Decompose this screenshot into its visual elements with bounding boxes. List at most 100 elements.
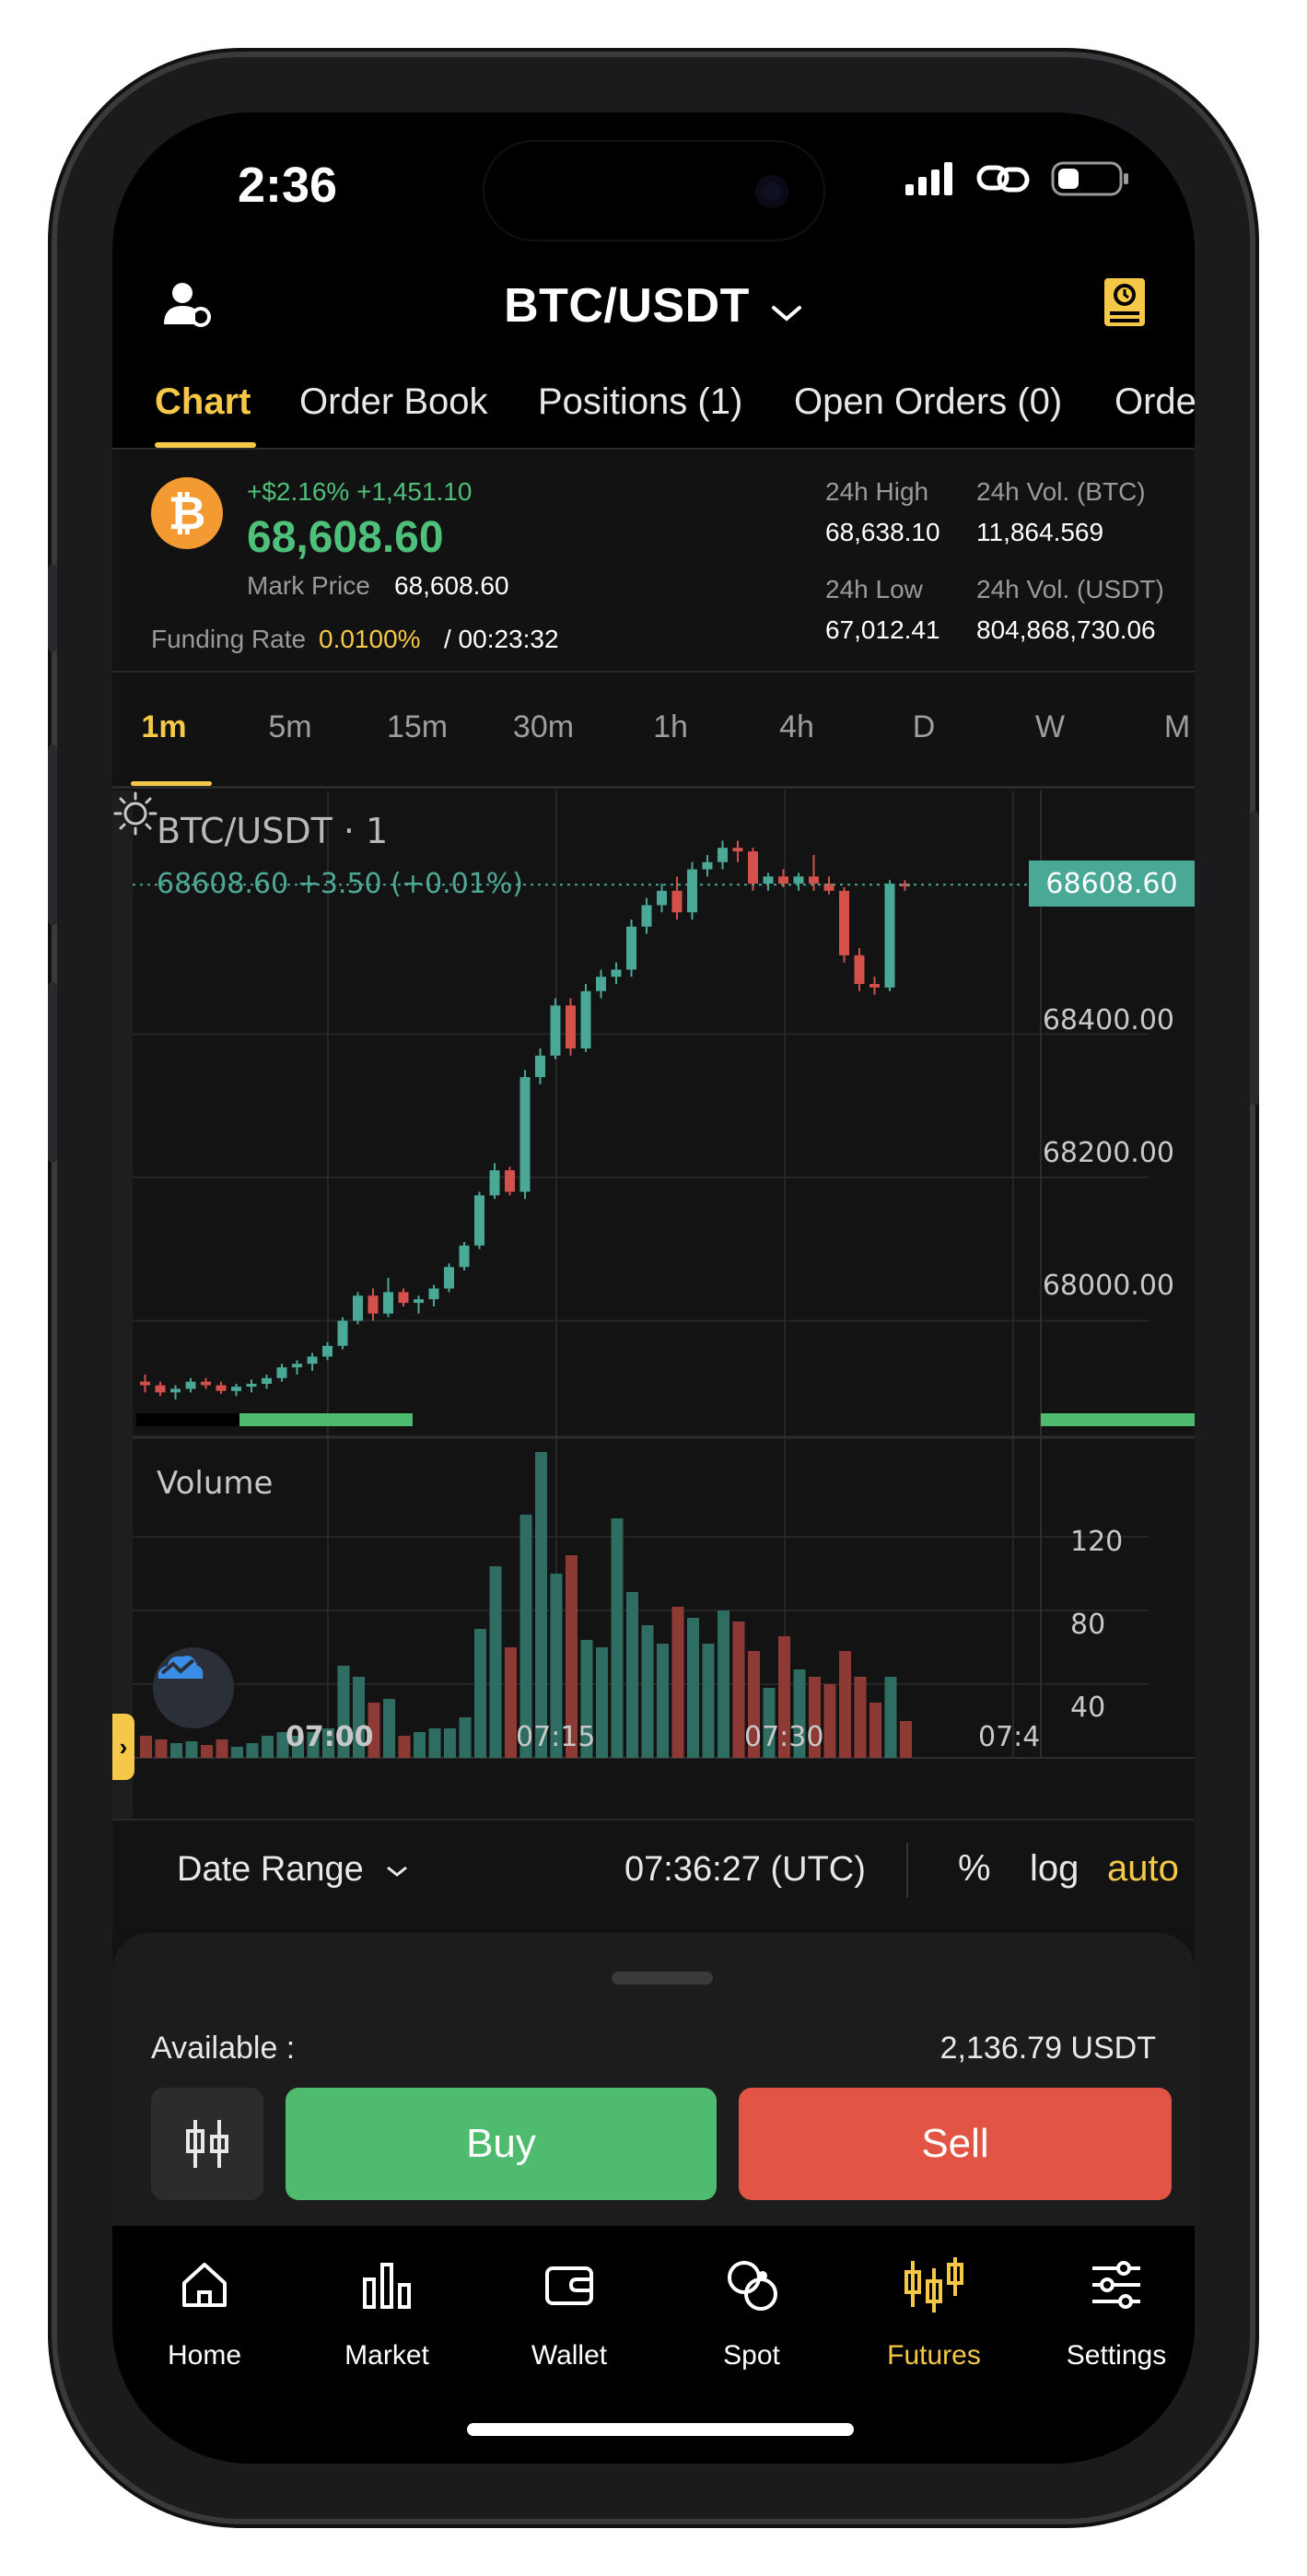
volume-bar <box>276 1732 289 1758</box>
tab-positions[interactable]: Positions (1) <box>538 381 743 422</box>
link-icon <box>976 165 1030 193</box>
candle <box>428 1288 439 1300</box>
volume-bar <box>823 1684 836 1758</box>
candle <box>489 1170 500 1196</box>
log-toggle[interactable]: log <box>1030 1848 1079 1889</box>
buy-button[interactable]: Buy <box>286 2088 717 2200</box>
last-price: 68,608.60 <box>247 513 444 562</box>
home-indicator[interactable] <box>467 2423 854 2436</box>
wallet-icon <box>545 2266 593 2305</box>
tradingview-logo[interactable] <box>153 1647 234 1728</box>
interval-1h[interactable]: 1h <box>653 709 688 744</box>
candle <box>201 1381 211 1386</box>
volume-bar <box>398 1736 411 1758</box>
utc-time[interactable]: 07:36:27 (UTC) <box>624 1850 866 1889</box>
nav-wallet[interactable]: Wallet <box>486 2248 652 2371</box>
interval-d[interactable]: D <box>912 709 936 744</box>
vol-btc-value: 11,864.569 <box>976 518 1104 546</box>
tab-order-book[interactable]: Order Book <box>299 381 488 422</box>
last-price-tag: 68608.60 <box>1029 861 1195 907</box>
volume-bar <box>596 1647 608 1758</box>
interval-30m[interactable]: 30m <box>512 709 575 744</box>
candle <box>414 1299 424 1304</box>
nav-label: Home <box>167 2340 242 2371</box>
funding-rate-label: Funding Rate <box>151 625 307 653</box>
candle <box>519 1077 531 1192</box>
chart-drawer-handle[interactable]: › <box>112 1714 134 1780</box>
user-icon[interactable] <box>160 278 216 334</box>
volume-bar <box>641 1625 654 1758</box>
date-range-button[interactable]: Date Range <box>177 1850 410 1890</box>
chart-mode-button[interactable] <box>151 2088 263 2200</box>
interval-1m[interactable]: 1m <box>141 709 187 744</box>
tab-chart[interactable]: Chart <box>155 381 251 422</box>
candle <box>216 1385 227 1391</box>
ticker-panel: ₿ +$2.16% +1,451.10 68,608.60 Mark Price… <box>112 451 1195 673</box>
settings-icon <box>1092 2261 1140 2309</box>
volume-tick-label: 40 <box>1070 1692 1106 1724</box>
candle <box>748 851 758 884</box>
candlestick-chart[interactable] <box>112 790 1195 1819</box>
interval-5m[interactable]: 5m <box>268 709 312 744</box>
interval-w[interactable]: W <box>1034 709 1066 744</box>
nav-settings[interactable]: Settings <box>1033 2248 1195 2371</box>
pair-title: BTC/USDT <box>504 279 750 333</box>
nav-spot[interactable]: Spot <box>669 2248 834 2371</box>
document-icon[interactable] <box>1103 276 1147 328</box>
candle <box>535 1055 545 1078</box>
interval-15m[interactable]: 15m <box>386 709 449 744</box>
tab-order-history[interactable]: Order <box>1114 381 1195 422</box>
chevron-down-icon <box>387 1866 408 1877</box>
signal-icon <box>905 162 952 195</box>
percent-toggle[interactable]: % <box>958 1848 991 1889</box>
mark-price-label: Mark Price <box>247 571 370 600</box>
candle <box>353 1295 363 1321</box>
candle <box>778 876 788 884</box>
volume-bar <box>170 1743 182 1758</box>
vol-usdt-label: 24h Vol. (USDT) <box>976 575 1164 603</box>
nav-label: Spot <box>723 2340 780 2371</box>
candle <box>763 876 774 884</box>
spot-icon <box>728 2261 777 2311</box>
sheet-grabber[interactable] <box>612 1972 713 1985</box>
candle <box>809 876 819 884</box>
volume-bar <box>444 1728 456 1758</box>
interval-bar: 1m 5m 15m 30m 1h 4h D W M <box>112 674 1195 789</box>
candle <box>900 884 910 887</box>
tab-underline <box>155 442 256 448</box>
nav-home[interactable]: Home <box>122 2248 287 2371</box>
volume-bar <box>155 1739 168 1758</box>
pair-selector[interactable]: BTC/USDT <box>112 278 1195 336</box>
candle <box>368 1295 379 1314</box>
candle <box>869 984 880 988</box>
auto-toggle[interactable]: auto <box>1107 1848 1179 1889</box>
y-tick-label: 68200.00 <box>1042 1137 1174 1169</box>
candle <box>641 905 652 927</box>
high-label: 24h High <box>825 477 929 506</box>
sell-button[interactable]: Sell <box>739 2088 1172 2200</box>
mark-price-value: 68,608.60 <box>394 571 509 600</box>
candle <box>474 1195 484 1246</box>
nav-label: Futures <box>887 2340 981 2371</box>
trade-panel: Available : 2,136.79 USDT Buy Sell <box>112 1933 1195 2237</box>
status-bar: 2:36 <box>112 112 1195 251</box>
candle <box>732 848 743 852</box>
volume-bar <box>337 1666 350 1758</box>
volume-bar <box>535 1452 547 1758</box>
candle <box>566 1005 576 1048</box>
nav-futures[interactable]: Futures <box>851 2248 1017 2371</box>
sun-icon[interactable] <box>112 790 158 837</box>
candle <box>170 1388 181 1393</box>
interval-4h[interactable]: 4h <box>779 709 814 744</box>
tab-open-orders[interactable]: Open Orders (0) <box>794 381 1063 422</box>
volume-bar <box>368 1703 380 1758</box>
candle <box>854 954 865 984</box>
side-button <box>48 564 57 652</box>
volume-bar <box>763 1688 776 1758</box>
chart-area[interactable]: BTC/USDT · 1 68608.60 +3.50 (+0.01%) 686… <box>112 790 1195 1819</box>
interval-m[interactable]: M <box>1163 709 1191 744</box>
candle <box>550 1005 561 1056</box>
candle <box>155 1385 166 1393</box>
nav-market[interactable]: Market <box>304 2248 470 2371</box>
volume-bar <box>428 1728 441 1758</box>
